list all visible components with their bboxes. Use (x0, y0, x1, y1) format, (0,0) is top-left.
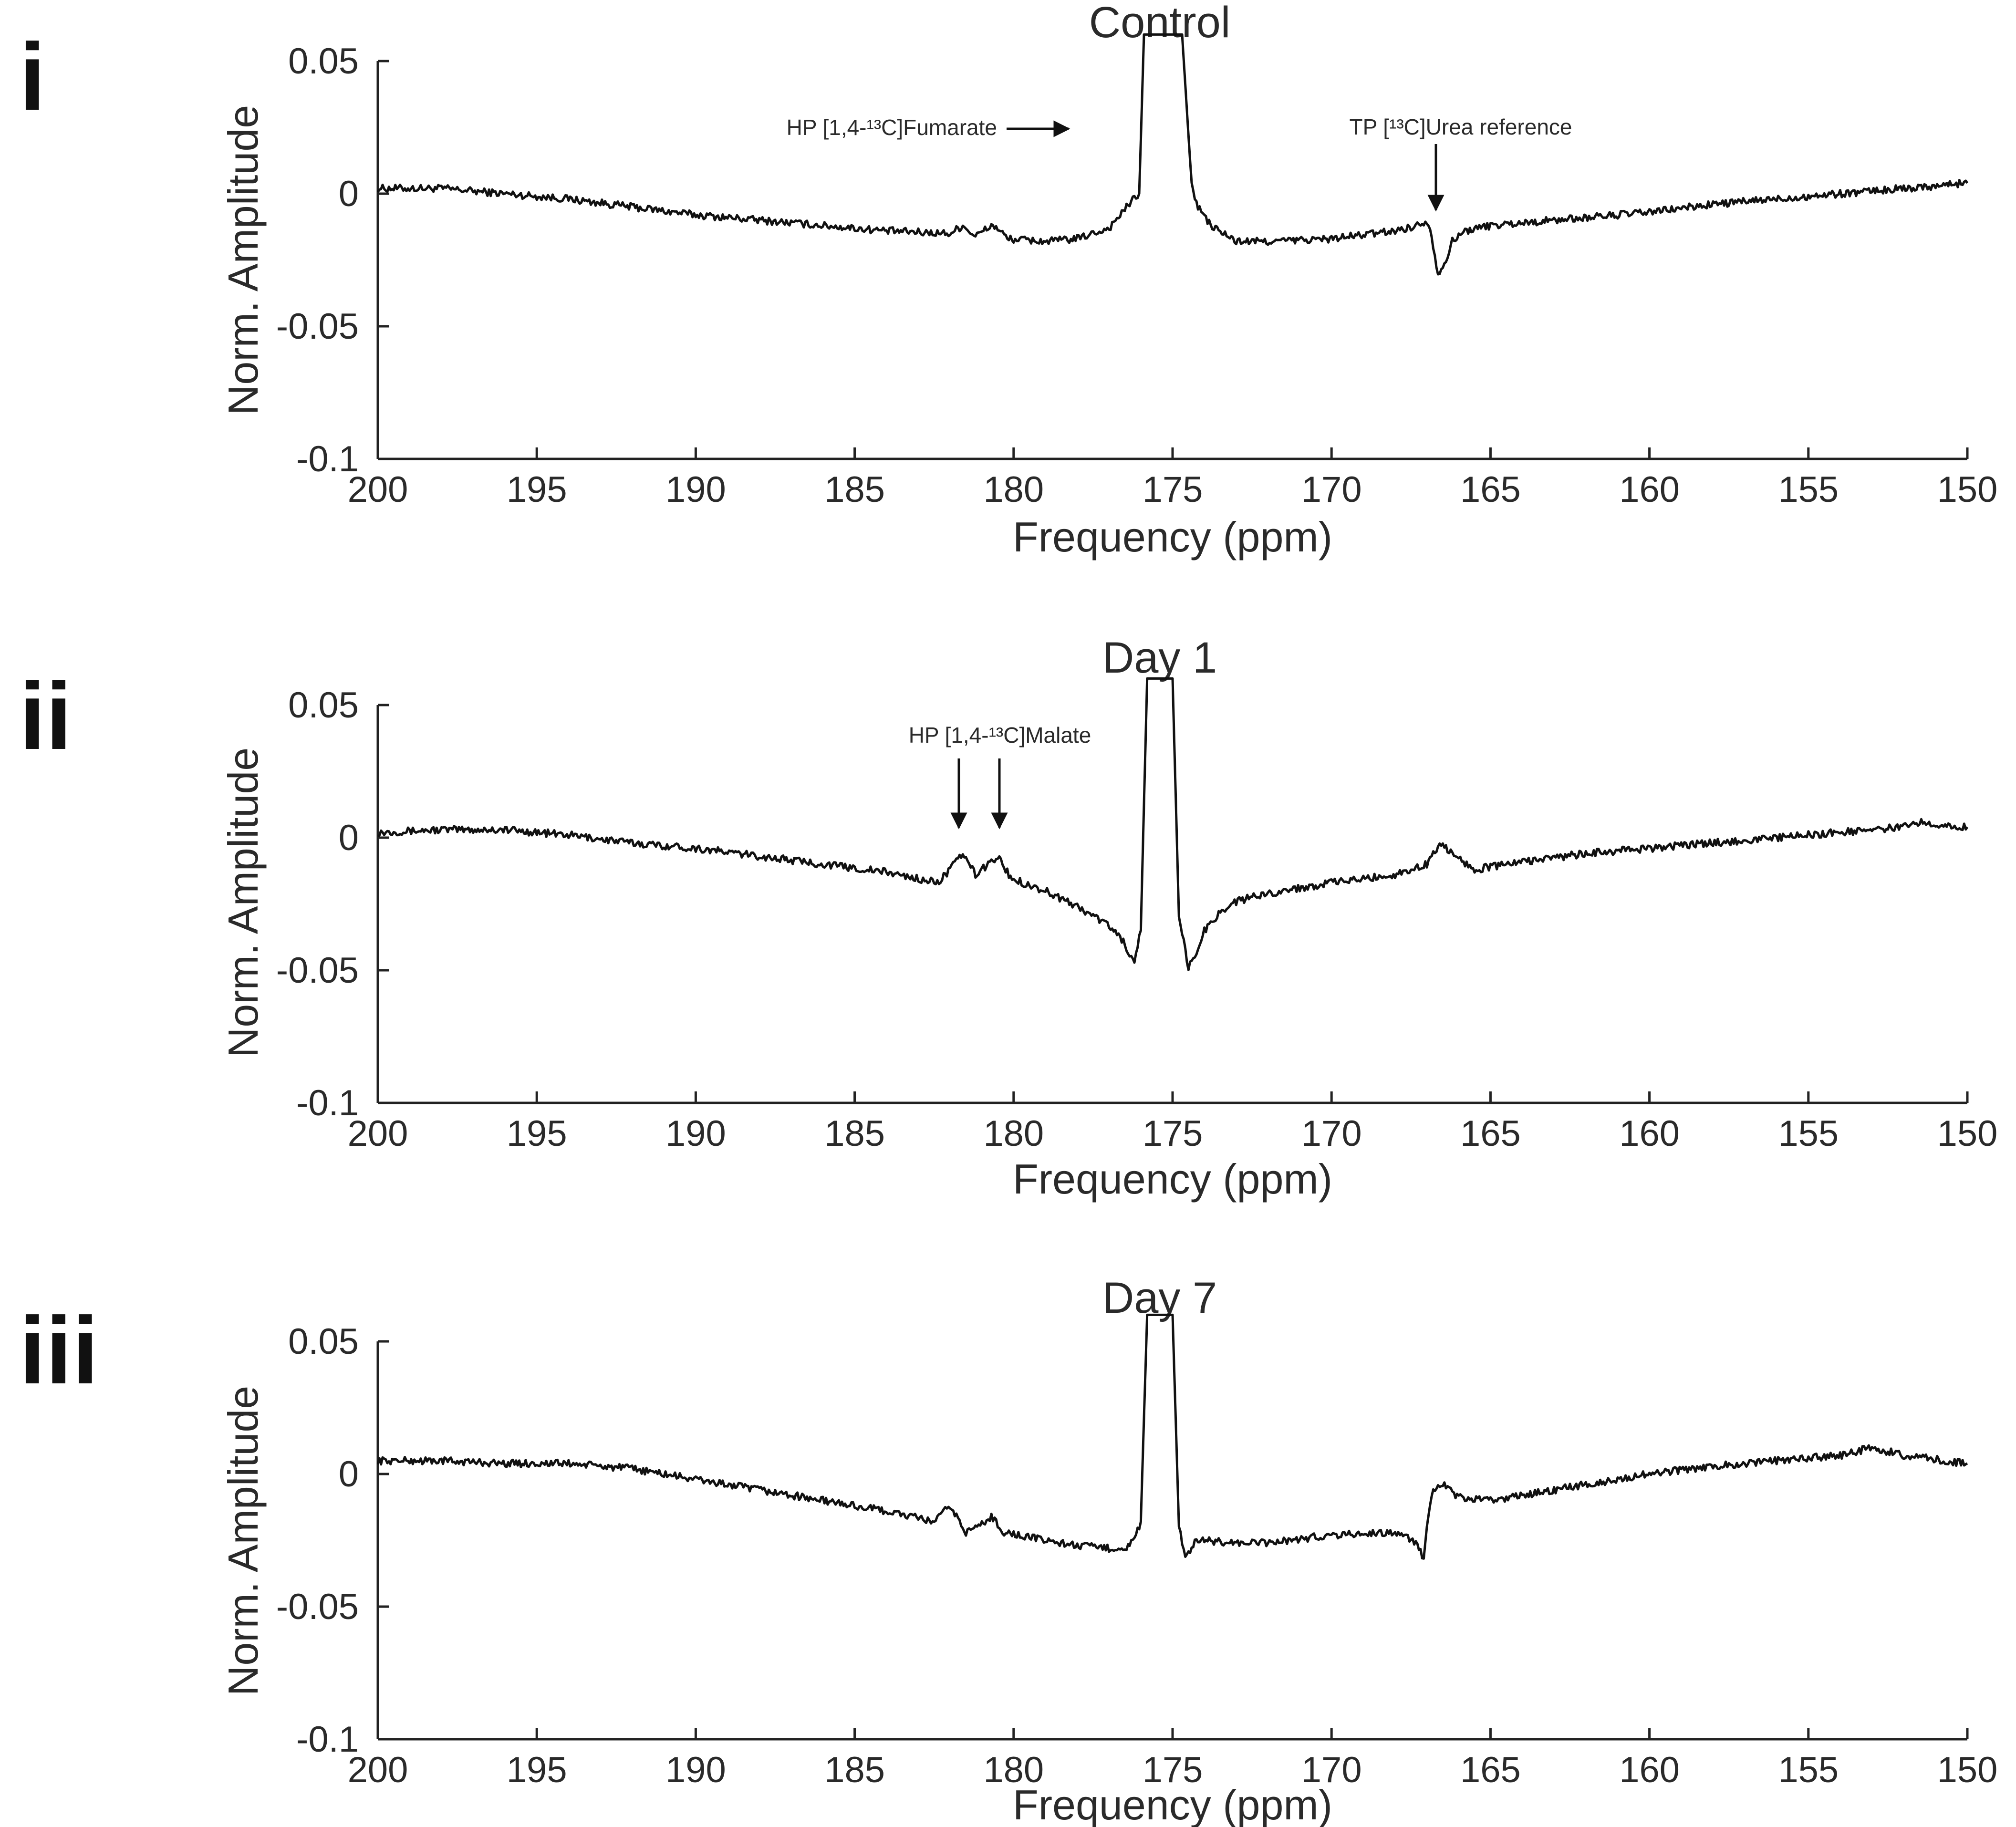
x-tick-label: 195 (507, 1750, 567, 1790)
x-tick-label: 190 (665, 469, 726, 510)
x-tick-label: 175 (1143, 1750, 1203, 1790)
x-tick-label: 185 (824, 469, 885, 510)
x-tick-label: 180 (983, 469, 1044, 510)
x-tick-label: 180 (983, 1113, 1044, 1154)
x-tick-label: 150 (1937, 1113, 1998, 1154)
y-ticks: 0.05 0 -0.05 -0.1 (276, 685, 389, 1123)
panel-label: iii (19, 1298, 99, 1404)
y-tick-label: 0.05 (288, 1321, 359, 1362)
y-ticks: 0.05 0 -0.05 -0.1 (276, 41, 389, 479)
spectrum-line (377, 677, 1969, 971)
y-tick-label: -0.05 (276, 1587, 359, 1627)
x-ticks: 200 195 190 185 180 175 170 165 160 155 150 (348, 1728, 1998, 1790)
panel-label: i (19, 24, 46, 130)
x-tick-label: 175 (1143, 1113, 1203, 1154)
x-tick-label: 190 (665, 1750, 726, 1790)
panel-title: Day 1 (1102, 633, 1217, 682)
x-ticks: 200 195 190 185 180 175 170 165 160 155 150 (348, 1091, 1998, 1154)
x-tick-label: 165 (1460, 1750, 1521, 1790)
panel-day-7: iii Day 7 200 195 190 185 180 175 170 165 160 155… (19, 1274, 1997, 1827)
x-tick-label: 200 (348, 1113, 408, 1154)
x-axis-label: Frequency (ppm) (1013, 1781, 1332, 1827)
x-tick-label: 180 (983, 1750, 1044, 1790)
x-tick-label: 160 (1619, 469, 1680, 510)
x-ticks: 200 195 190 185 180 175 170 165 160 155 150 (348, 447, 1998, 510)
fumarate-annotation: HP [1,4-¹³C]Fumarate (787, 115, 997, 140)
x-tick-label: 170 (1301, 1113, 1362, 1154)
y-tick-label: -0.1 (296, 439, 359, 479)
y-axis-label: Norm. Amplitude (219, 1386, 267, 1696)
y-tick-label: -0.1 (296, 1719, 359, 1760)
y-tick-label: 0 (339, 174, 359, 214)
x-tick-label: 195 (507, 469, 567, 510)
x-tick-label: 185 (824, 1113, 885, 1154)
x-tick-label: 150 (1937, 1750, 1998, 1790)
y-tick-label: 0.05 (288, 41, 359, 82)
x-tick-label: 155 (1778, 1113, 1839, 1154)
y-ticks: 0.05 0 -0.05 -0.1 (276, 1321, 389, 1760)
x-tick-label: 155 (1778, 469, 1839, 510)
x-tick-label: 155 (1778, 1750, 1839, 1790)
x-tick-label: 170 (1301, 469, 1362, 510)
x-tick-label: 185 (824, 1750, 885, 1790)
x-tick-label: 170 (1301, 1750, 1362, 1790)
y-tick-label: 0.05 (288, 685, 359, 726)
y-axis-label: Norm. Amplitude (219, 747, 267, 1058)
x-tick-label: 200 (348, 469, 408, 510)
x-tick-label: 165 (1460, 1113, 1521, 1154)
x-tick-label: 190 (665, 1113, 726, 1154)
x-tick-label: 200 (348, 1750, 408, 1790)
urea-annotation: TP [¹³C]Urea reference (1350, 114, 1572, 139)
x-axis-label: Frequency (ppm) (1013, 513, 1332, 561)
x-tick-label: 160 (1619, 1750, 1680, 1790)
x-axis-label: Frequency (ppm) (1013, 1155, 1332, 1203)
panel-control: i Control 200 195 190 185 180 175 170 165 160 155… (19, 0, 1997, 561)
panel-title: Control (1089, 0, 1231, 47)
malate-annotation: HP [1,4-¹³C]Malate (909, 723, 1091, 747)
y-axis-label: Norm. Amplitude (219, 105, 267, 415)
x-tick-label: 165 (1460, 469, 1521, 510)
y-tick-label: 0 (339, 1454, 359, 1495)
x-tick-label: 195 (507, 1113, 567, 1154)
panel-label: ii (19, 663, 72, 769)
spectrum-line (376, 1313, 1968, 1560)
panel-day-1: ii Day 1 200 195 190 185 180 175 170 165 160 155 1… (19, 633, 1997, 1203)
x-tick-label: 175 (1143, 469, 1203, 510)
y-tick-label: -0.05 (276, 306, 359, 347)
y-tick-label: 0 (339, 818, 359, 858)
spectrum-line (376, 33, 1969, 276)
y-tick-label: -0.05 (276, 950, 359, 991)
x-tick-label: 150 (1937, 469, 1998, 510)
x-tick-label: 160 (1619, 1113, 1680, 1154)
y-tick-label: -0.1 (296, 1083, 359, 1123)
